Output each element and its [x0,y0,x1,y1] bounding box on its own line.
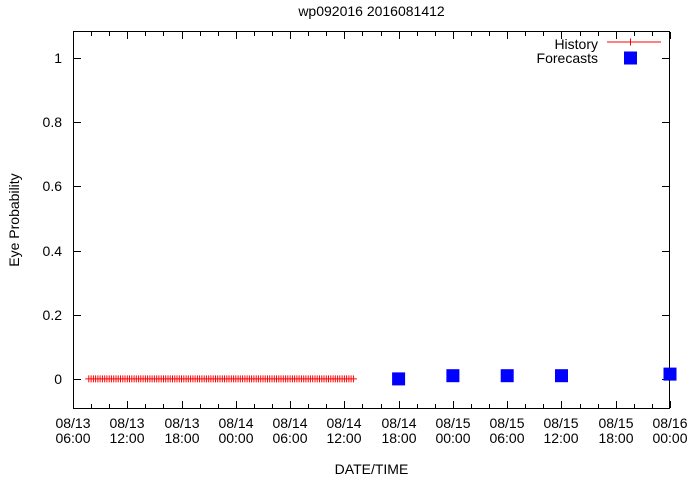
x-tick-label: 08/15 12:00 [543,415,579,446]
y-tick-label: 0 [54,371,62,387]
x-tick-label: 08/13 06:00 [55,415,91,446]
forecast-square-marker [663,367,677,381]
y-tick-label: 0.2 [42,307,62,323]
x-tick-label: 08/15 06:00 [489,415,525,446]
x-tick-label: 08/14 00:00 [218,415,254,446]
y-tick-label: 0.6 [42,178,62,194]
x-tick-label: 08/14 18:00 [381,415,417,446]
x-tick-label: 08/14 06:00 [272,415,308,446]
x-tick-label: 08/13 18:00 [164,415,200,446]
x-tick-label: 08/15 18:00 [598,415,634,446]
y-tick-label: 0.8 [42,114,62,130]
legend-history-sample [607,38,661,46]
legend-history-label: History [554,36,598,52]
legend-forecasts-sample [624,51,637,65]
x-tick-label: 08/14 12:00 [326,415,362,446]
forecast-square-marker [500,369,514,383]
x-tick-label: 08/15 00:00 [435,415,471,446]
forecast-square-marker [446,369,460,383]
history-plus-markers [85,375,357,383]
x-axis-label: DATE/TIME [334,461,409,477]
y-tick-label: 1 [54,50,62,66]
x-tick-label: 08/13 12:00 [109,415,145,446]
forecast-square-marker [555,369,568,383]
legend-forecasts-label: Forecasts [536,50,598,66]
chart-title: wp092016 2016081412 [298,3,445,19]
y-tick-label: 0.4 [42,243,62,259]
plot-border [73,31,670,409]
x-tick-label: 08/16 00:00 [652,415,688,446]
forecast-square-marker [392,372,406,386]
